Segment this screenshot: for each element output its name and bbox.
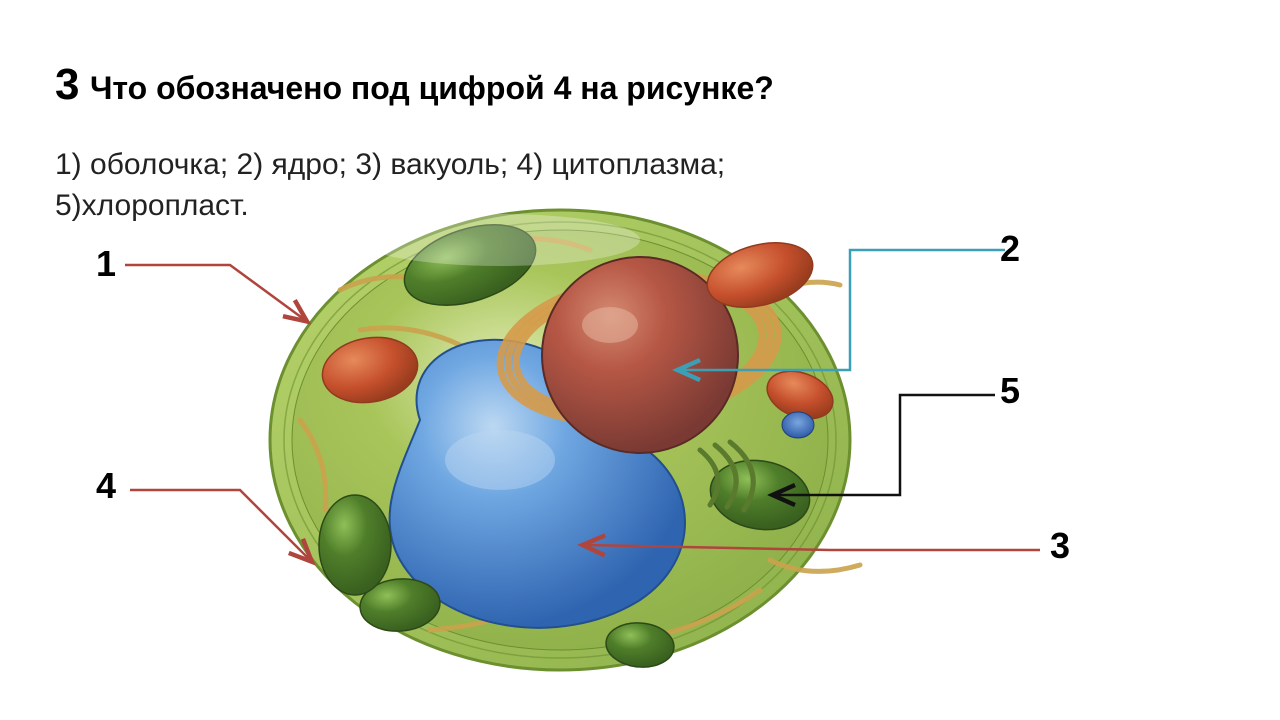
answer-line-2: 5)хлоропласт. [55, 186, 1035, 227]
slide-stage: 3 Что обозначено под цифрой 4 на рисунке… [0, 0, 1280, 720]
callout-label-4: 4 [96, 465, 116, 507]
answer-options: 1) оболочка; 2) ядро; 3) вакуоль; 4) цит… [55, 145, 1035, 226]
question-number: 3 [55, 60, 79, 109]
question-text: Что обозначено под цифрой 4 на рисунке? [90, 70, 774, 106]
callout-label-3: 3 [1050, 525, 1070, 567]
callout-label-1: 1 [96, 243, 116, 285]
callout-label-5: 5 [1000, 370, 1020, 412]
callout-label-2: 2 [1000, 228, 1020, 270]
question-title: 3 Что обозначено под цифрой 4 на рисунке… [55, 60, 774, 110]
answer-line-1: 1) оболочка; 2) ядро; 3) вакуоль; 4) цит… [55, 145, 1035, 186]
